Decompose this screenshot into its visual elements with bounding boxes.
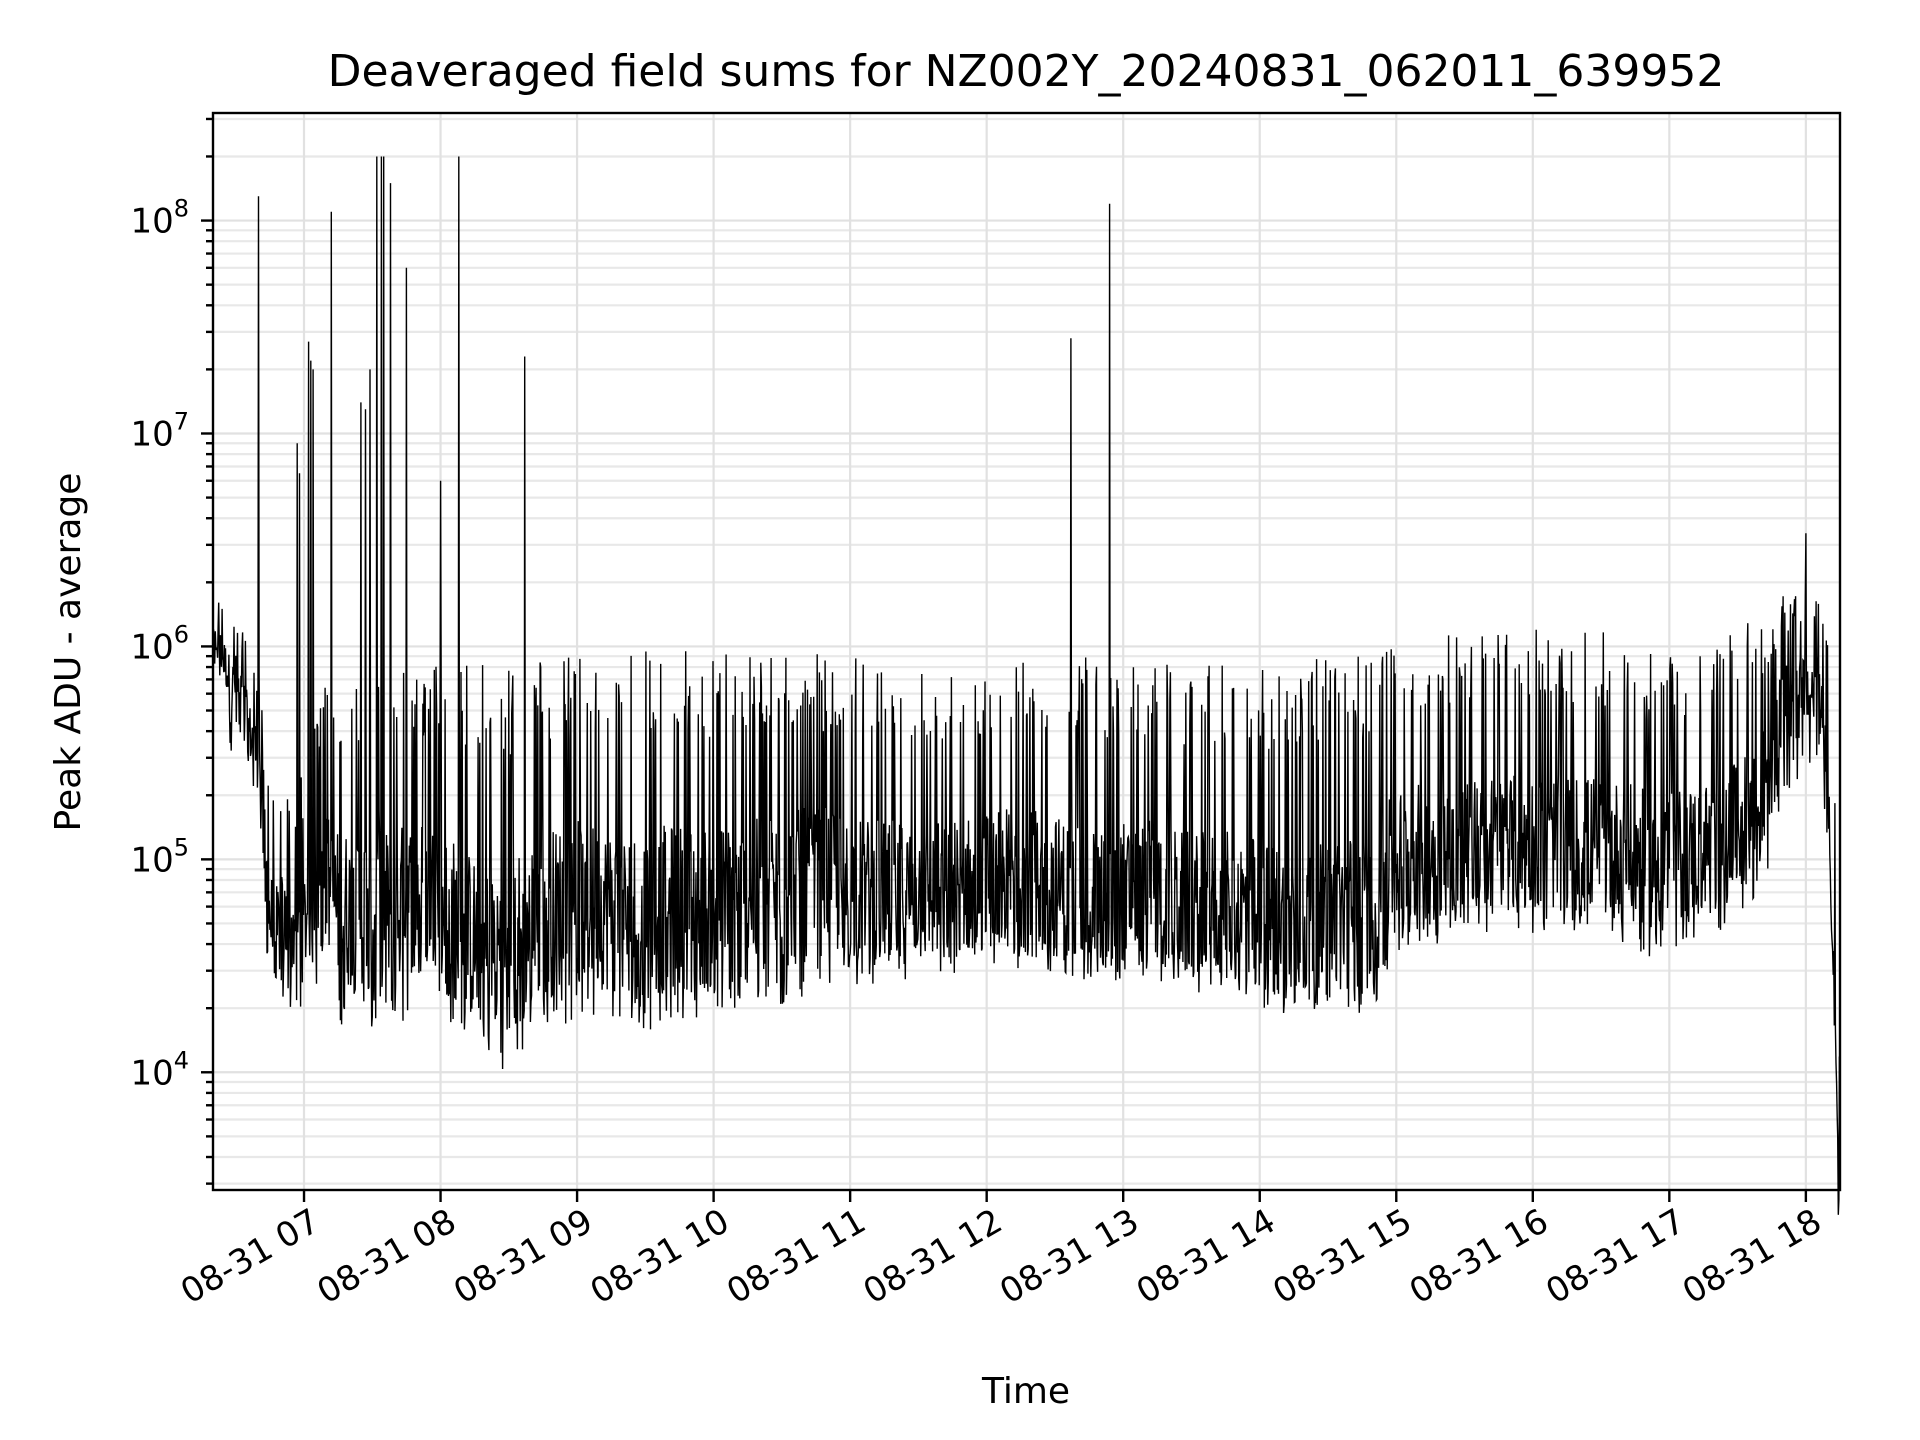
x-tick-label: 08-31 11 bbox=[720, 1201, 872, 1312]
series-line bbox=[212, 156, 1841, 1215]
x-tick-label: 08-31 08 bbox=[311, 1201, 463, 1312]
y-tick-label: 107 bbox=[130, 407, 189, 454]
x-axis-label: Time bbox=[981, 1371, 1070, 1412]
chart-title: Deaveraged field sums for NZ002Y_2024083… bbox=[328, 46, 1725, 97]
x-tick-label: 08-31 16 bbox=[1403, 1201, 1555, 1312]
x-tick-label: 08-31 17 bbox=[1539, 1201, 1691, 1312]
y-axis-label: Peak ADU - average bbox=[48, 473, 89, 832]
plot-frame bbox=[211, 111, 1842, 1192]
y-tick-label: 105 bbox=[130, 833, 189, 880]
grid-layer bbox=[213, 113, 1840, 1190]
x-tick-label: 08-31 13 bbox=[993, 1201, 1145, 1312]
x-tick-label: 08-31 07 bbox=[174, 1201, 326, 1312]
series-layer bbox=[212, 156, 1841, 1215]
y-tick-label: 108 bbox=[130, 195, 189, 242]
x-tick-label: 08-31 09 bbox=[447, 1201, 599, 1312]
x-tick-label: 08-31 18 bbox=[1676, 1201, 1828, 1312]
y-tick-label: 104 bbox=[130, 1046, 189, 1093]
x-tick-label: 08-31 12 bbox=[857, 1201, 1009, 1312]
y-tick-label: 106 bbox=[130, 620, 189, 667]
x-tick-label: 08-31 14 bbox=[1130, 1201, 1282, 1312]
x-tick-label: 08-31 10 bbox=[584, 1201, 736, 1312]
x-tick-label: 08-31 15 bbox=[1266, 1201, 1418, 1312]
